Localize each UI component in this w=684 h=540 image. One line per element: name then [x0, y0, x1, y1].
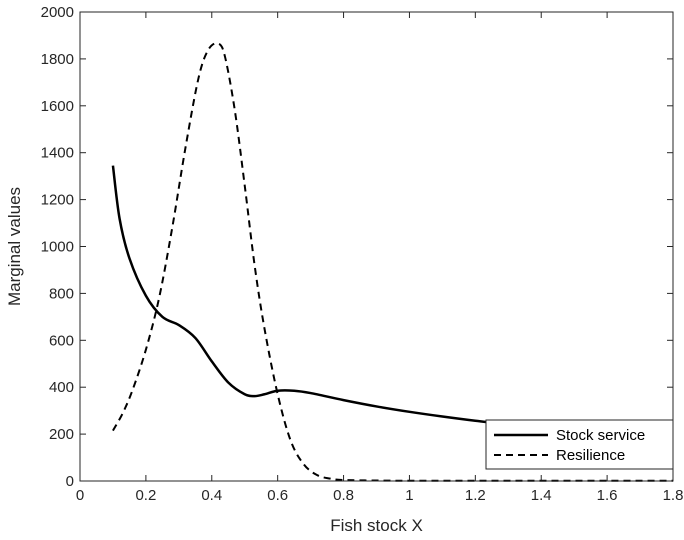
y-tick-label: 200 [49, 426, 74, 443]
y-tick-label: 1400 [41, 145, 74, 162]
ticks-layer: 0 0.2 0.4 0.6 0.8 1 1.2 1.4 1.6 1.8 0 200 400 600 800 1… [41, 4, 684, 504]
y-tick-label: 1000 [41, 239, 74, 256]
x-tick-label: 0.8 [333, 487, 354, 504]
x-tick-label: 0.2 [135, 487, 156, 504]
legend-box [485, 419, 674, 470]
x-tick-label: 1.2 [465, 487, 486, 504]
y-tick-label: 1600 [41, 98, 74, 115]
x-tick-label: 0 [76, 487, 84, 504]
y-tick-label: 1800 [41, 51, 74, 68]
x-tick-label: 1.4 [531, 487, 552, 504]
y-tick-label: 0 [66, 473, 74, 490]
x-axis-title: Fish stock X [330, 516, 423, 535]
legend-label-resilience: Resilience [556, 447, 625, 464]
x-tick-label: 1.6 [597, 487, 618, 504]
x-tick-label: 1.8 [663, 487, 684, 504]
legend-label-stock-service: Stock service [556, 427, 645, 444]
x-tick-label: 0.6 [267, 487, 288, 504]
plot-frame [79, 11, 674, 482]
y-tick-label: 800 [49, 285, 74, 302]
legend: Stock service Resilience [485, 419, 674, 470]
y-tick-label: 600 [49, 332, 74, 349]
y-tick-label: 400 [49, 379, 74, 396]
y-tick-label: 2000 [41, 4, 74, 21]
x-tick-label: 1 [405, 487, 413, 504]
series-layer [111, 42, 674, 482]
x-tick-label: 0.4 [201, 487, 222, 504]
series-line-resilience [112, 42, 673, 482]
y-tick-label: 1200 [41, 192, 74, 209]
series-line-stock-service [111, 165, 674, 441]
y-axis-title: Marginal values [5, 187, 24, 306]
